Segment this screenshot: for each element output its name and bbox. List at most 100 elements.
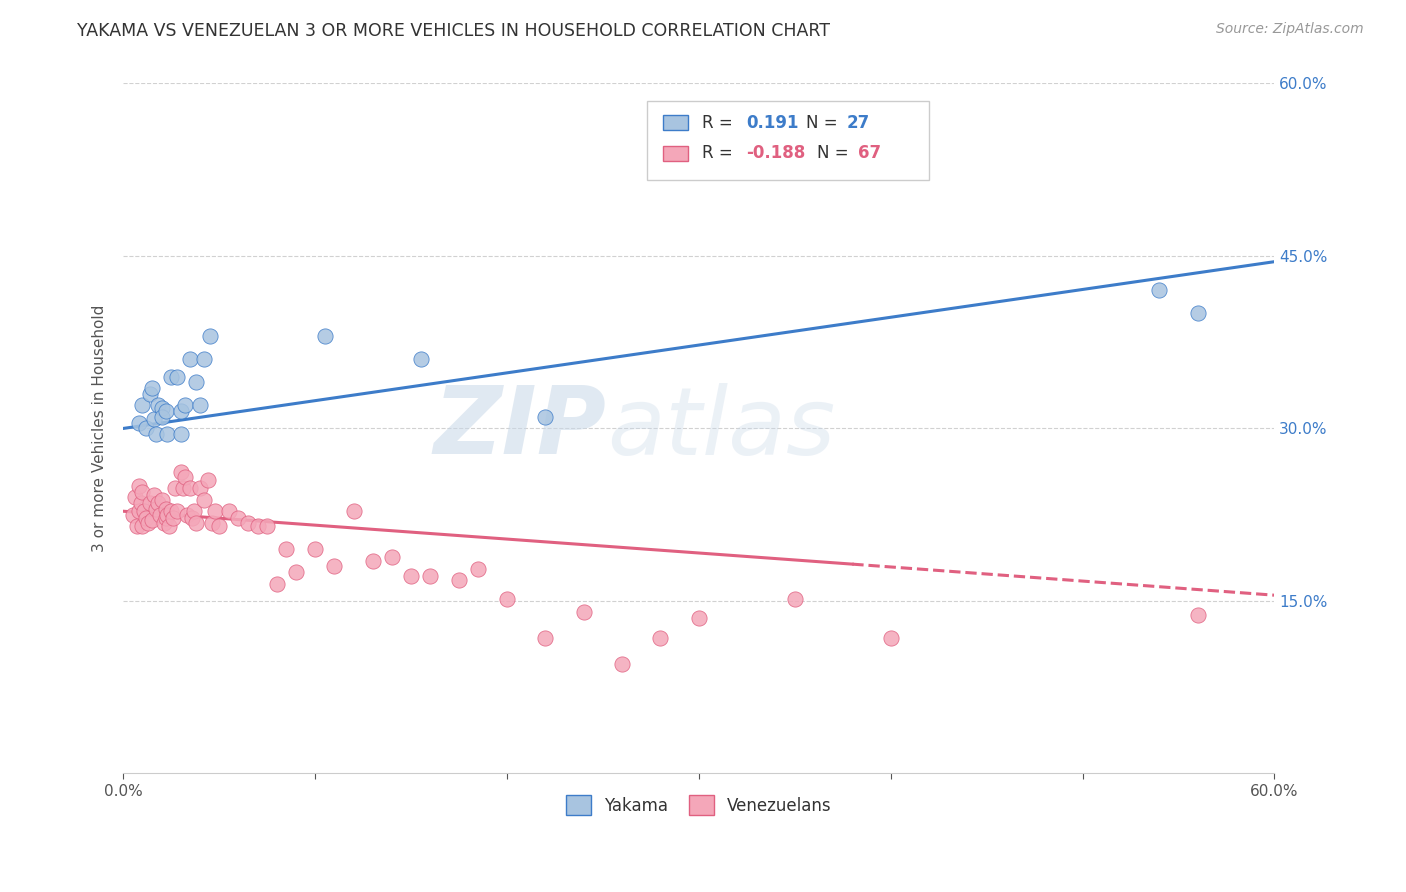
- Point: [409, 352, 432, 367]
- Point: [125, 519, 148, 533]
- Point: [139, 387, 162, 401]
- Point: [150, 492, 173, 507]
- Point: [193, 352, 215, 367]
- Point: [183, 504, 205, 518]
- Point: [879, 631, 901, 645]
- Point: [197, 473, 219, 487]
- Text: R =: R =: [702, 145, 738, 162]
- Text: -0.188: -0.188: [747, 145, 806, 162]
- Point: [688, 611, 710, 625]
- Point: [156, 508, 179, 522]
- Text: 67: 67: [858, 145, 880, 162]
- Point: [124, 491, 146, 505]
- Point: [145, 502, 167, 516]
- Point: [204, 504, 226, 518]
- Point: [166, 369, 188, 384]
- Point: [188, 399, 211, 413]
- Point: [314, 329, 336, 343]
- Point: [323, 559, 346, 574]
- Y-axis label: 3 or more Vehicles in Household: 3 or more Vehicles in Household: [93, 305, 107, 552]
- Point: [131, 519, 153, 533]
- Point: [170, 465, 193, 479]
- Point: [146, 399, 169, 413]
- Point: [783, 591, 806, 606]
- Point: [143, 412, 166, 426]
- Point: [172, 481, 194, 495]
- Point: [146, 496, 169, 510]
- Point: [193, 492, 215, 507]
- Point: [156, 427, 179, 442]
- Point: [181, 511, 204, 525]
- Legend: Yakama, Venezuelans: Yakama, Venezuelans: [558, 787, 839, 823]
- Text: N =: N =: [806, 114, 842, 132]
- Point: [496, 591, 519, 606]
- Point: [155, 404, 177, 418]
- Point: [650, 631, 672, 645]
- Point: [218, 504, 240, 518]
- Point: [141, 513, 163, 527]
- FancyBboxPatch shape: [647, 101, 929, 180]
- Point: [170, 427, 193, 442]
- Point: [381, 550, 404, 565]
- Point: [176, 508, 198, 522]
- Point: [208, 519, 231, 533]
- Point: [173, 399, 195, 413]
- Point: [246, 519, 269, 533]
- Point: [136, 516, 159, 530]
- Point: [186, 516, 208, 530]
- Point: [145, 427, 167, 442]
- Point: [173, 469, 195, 483]
- Point: [131, 484, 153, 499]
- Point: [572, 606, 595, 620]
- FancyBboxPatch shape: [664, 145, 689, 161]
- Text: 0.191: 0.191: [747, 114, 799, 132]
- Point: [135, 421, 157, 435]
- Point: [276, 542, 298, 557]
- Point: [131, 399, 153, 413]
- Point: [143, 488, 166, 502]
- Point: [166, 504, 188, 518]
- Point: [128, 504, 150, 518]
- Point: [610, 657, 633, 672]
- Point: [152, 516, 174, 530]
- Text: Source: ZipAtlas.com: Source: ZipAtlas.com: [1216, 22, 1364, 37]
- Point: [1187, 607, 1209, 622]
- Point: [162, 511, 184, 525]
- Point: [342, 504, 364, 518]
- Point: [150, 409, 173, 424]
- Point: [419, 568, 441, 582]
- Point: [304, 542, 326, 557]
- Text: R =: R =: [702, 114, 738, 132]
- Text: YAKAMA VS VENEZUELAN 3 OR MORE VEHICLES IN HOUSEHOLD CORRELATION CHART: YAKAMA VS VENEZUELAN 3 OR MORE VEHICLES …: [77, 22, 831, 40]
- Point: [179, 352, 201, 367]
- Text: 27: 27: [846, 114, 869, 132]
- Point: [157, 519, 180, 533]
- Point: [447, 573, 470, 587]
- Point: [129, 496, 152, 510]
- Text: ZIP: ZIP: [434, 383, 607, 475]
- Point: [141, 381, 163, 395]
- Point: [150, 401, 173, 415]
- Text: atlas: atlas: [607, 383, 835, 474]
- FancyBboxPatch shape: [664, 115, 689, 130]
- Point: [122, 508, 145, 522]
- Point: [198, 329, 221, 343]
- Point: [128, 479, 150, 493]
- Point: [155, 502, 177, 516]
- Point: [160, 504, 183, 518]
- Point: [179, 481, 201, 495]
- Point: [1149, 284, 1171, 298]
- Point: [149, 508, 172, 522]
- Text: N =: N =: [817, 145, 855, 162]
- Point: [534, 409, 557, 424]
- Point: [135, 511, 157, 525]
- Point: [399, 568, 422, 582]
- Point: [170, 404, 193, 418]
- Point: [266, 576, 288, 591]
- Point: [534, 631, 557, 645]
- Point: [1187, 306, 1209, 320]
- Point: [165, 481, 187, 495]
- Point: [284, 565, 307, 579]
- Point: [361, 554, 384, 568]
- Point: [188, 481, 211, 495]
